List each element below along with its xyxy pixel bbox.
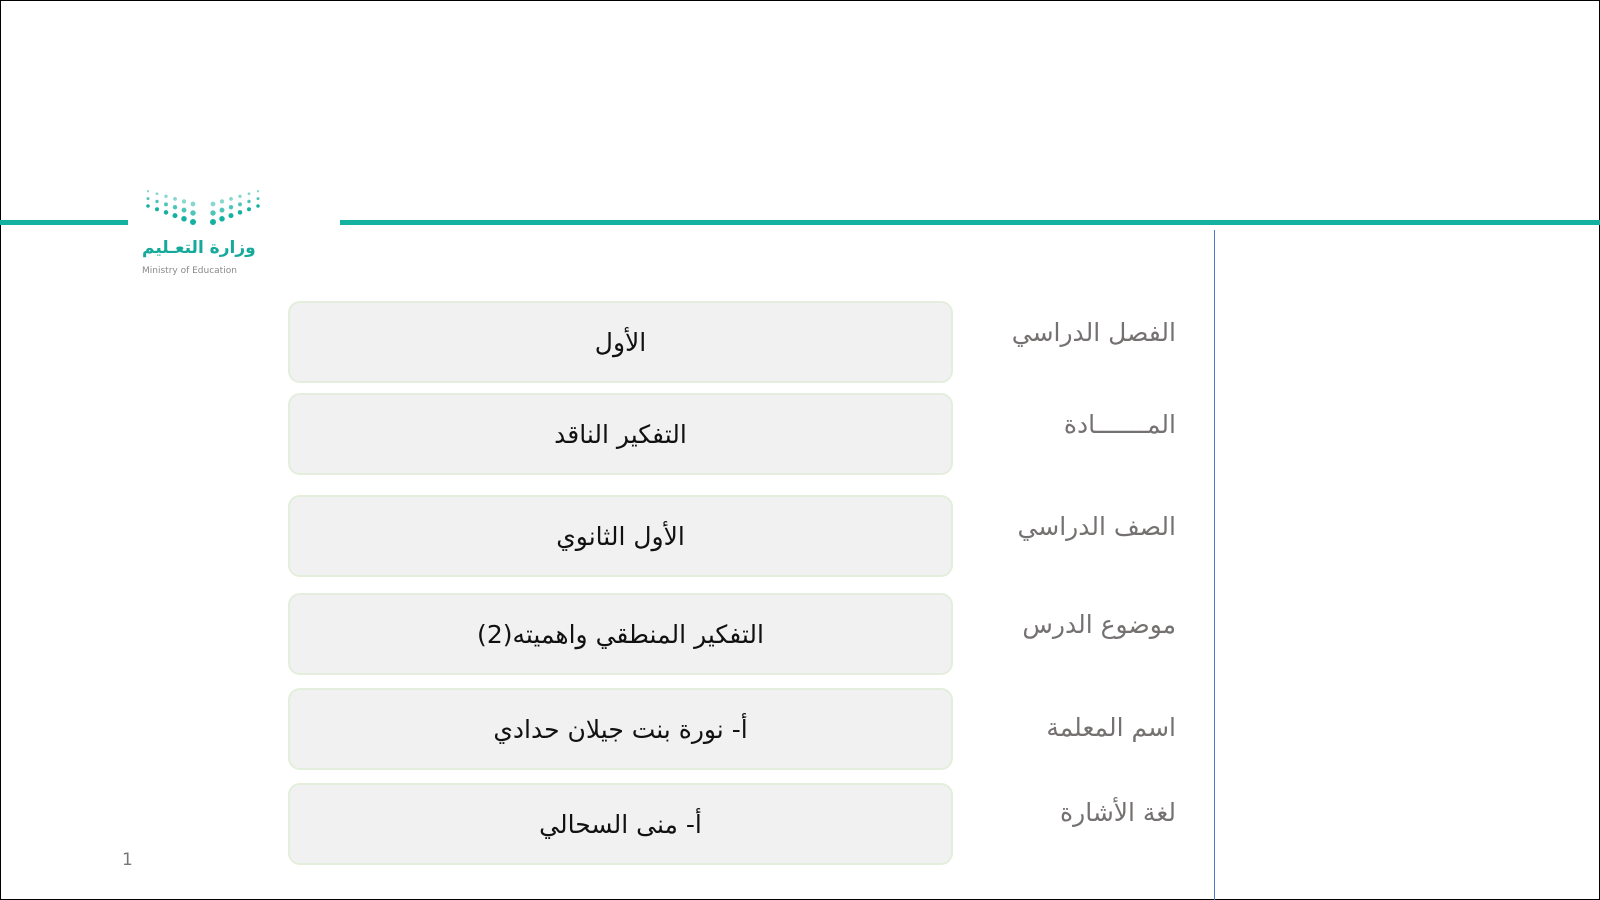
logo-dot [210,210,216,216]
logo-dot [173,196,177,201]
logo-dot [238,202,242,207]
logo-text-arabic: وزارة التعـليم [142,238,256,258]
logo-dot [190,210,196,216]
logo-dot [247,207,251,212]
value-teacher-name: أ- نورة بنت جيلان حدادي [288,688,953,770]
logo-dot [163,210,169,215]
page-number: 1 [122,850,133,870]
logo-dot [210,219,216,225]
logo-dot [228,205,234,210]
logo-dot [219,199,225,204]
logo-dot [219,216,225,222]
logo-dot [155,207,159,212]
value-grade: الأول الثانوي [288,495,953,577]
value-sign-language: أ- منى السحالي [288,783,953,865]
logo-dot [237,210,243,215]
logo-dot [181,199,187,204]
label-sign-language: لغة الأشارة [1060,798,1176,827]
label-grade: الصف الدراسي [1017,512,1176,541]
label-semester: الفصل الدراسي [1011,318,1176,347]
logo-dot [228,213,234,219]
logo-dot [172,213,178,219]
logo-dot [238,194,242,198]
logo-text-english: Ministry of Education [142,266,237,276]
vertical-divider [1214,230,1215,900]
logo-dot [146,197,150,201]
label-teacher-name: اسم المعلمة [1046,713,1176,742]
logo-dot [164,194,168,198]
logo-dot [247,199,251,204]
logo-dot [146,204,150,208]
logo-dot [146,190,150,193]
logo-dot [164,202,168,207]
logo-dot [181,216,187,222]
ministry-logo-icon [146,190,260,225]
header-line-right [340,220,1600,225]
logo-dot [229,196,233,201]
logo-dot [219,207,225,213]
value-semester: الأول [288,301,953,383]
logo-dot [256,197,260,201]
logo-dot [256,204,260,208]
value-lesson-topic: التفكير المنطقي واهميته(2) [288,593,953,675]
label-lesson-topic: موضوع الدرس [1022,610,1176,639]
logo-dot [190,219,196,225]
value-subject: التفكير الناقد [288,393,953,475]
logo-dot [190,201,196,207]
logo-dot [247,192,251,196]
logo-dot [181,207,187,213]
logo-dot [172,205,178,210]
logo-dot [155,192,159,196]
logo-dot [155,199,159,204]
logo-dot [210,201,216,207]
header-line-left [0,220,128,225]
label-subject: المـــــــادة [1063,410,1176,439]
logo-dot [256,190,260,193]
